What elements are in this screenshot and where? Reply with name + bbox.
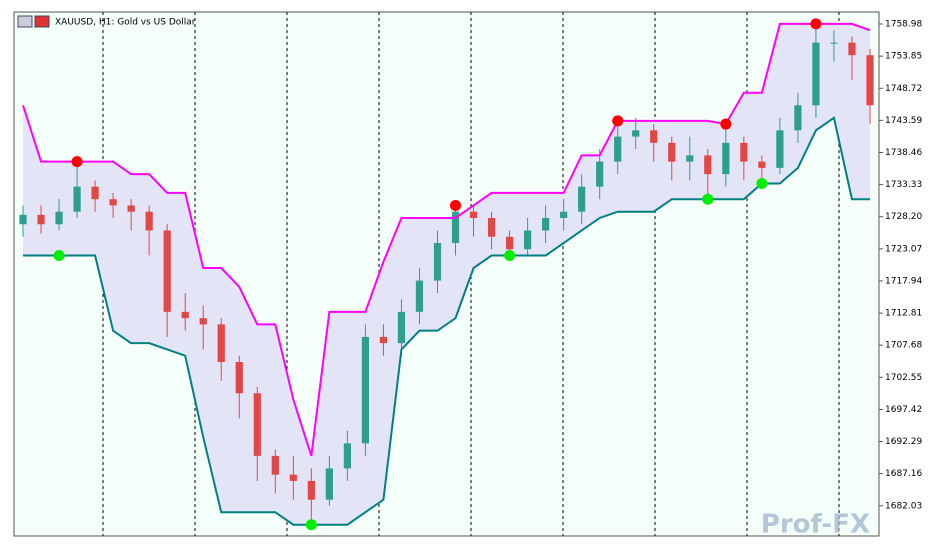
candle-body	[469, 211, 478, 218]
plot-layer	[19, 18, 874, 531]
y-tick-label: 1697.42	[885, 405, 922, 415]
candle-body	[866, 55, 874, 106]
y-tick-label: 1758.98	[885, 20, 922, 30]
candle-body	[91, 186, 99, 200]
candle-body	[704, 155, 712, 175]
candle-body	[109, 199, 117, 206]
candle-body	[19, 214, 27, 225]
low-marker	[756, 178, 768, 190]
candle-body	[289, 474, 297, 481]
y-tick-label: 1733.33	[885, 180, 922, 190]
channel-fill	[23, 23, 870, 525]
chart-title: XAUUSD, H1: Gold vs US Dollar	[55, 18, 196, 28]
y-tick-label: 1717.94	[885, 276, 922, 286]
candle-body	[758, 161, 766, 168]
low-marker	[504, 250, 516, 262]
candle-body	[686, 155, 694, 162]
y-tick-label: 1707.68	[885, 341, 922, 351]
watermark: Prof-FX	[761, 510, 870, 540]
candle-body	[812, 42, 820, 106]
candle-body	[217, 324, 225, 362]
high-marker	[612, 115, 624, 127]
y-tick-label: 1723.07	[885, 244, 922, 254]
y-tick-label: 1748.72	[885, 84, 922, 94]
candle-body	[794, 105, 802, 131]
low-marker	[702, 193, 714, 205]
candle-body	[37, 214, 45, 225]
candle-body	[668, 142, 676, 162]
candle-body	[199, 318, 207, 325]
icon	[34, 15, 50, 28]
candle-body	[379, 336, 388, 344]
y-tick-label: 1687.16	[885, 469, 922, 479]
candle-body	[650, 130, 658, 143]
candle-body	[145, 211, 153, 231]
candle-body	[632, 130, 640, 137]
candle-body	[181, 311, 189, 319]
candle-body	[361, 336, 370, 444]
y-tick-label: 1738.46	[885, 148, 922, 158]
candle-body	[542, 217, 550, 231]
candle-body	[722, 142, 730, 175]
low-marker	[53, 250, 65, 262]
candle-body	[163, 230, 171, 312]
candle-body	[740, 142, 748, 162]
candle-body	[325, 468, 333, 500]
candle-body	[776, 130, 784, 168]
y-tick-label: 1712.81	[885, 309, 922, 319]
y-tick-label: 1728.20	[885, 212, 922, 222]
y-tick-label: 1702.55	[885, 373, 922, 383]
candle-body	[307, 480, 315, 500]
candle-body	[596, 161, 604, 187]
candle-body	[415, 280, 424, 312]
candle-body	[235, 361, 243, 394]
candle-body	[487, 217, 496, 237]
candle-body	[271, 455, 279, 475]
lower-channel	[23, 116, 870, 526]
candle-body	[397, 311, 406, 344]
y-tick-label: 1753.85	[885, 52, 922, 62]
candle-body	[451, 211, 460, 244]
candle-body	[578, 186, 586, 212]
candle-body	[433, 243, 442, 281]
high-marker	[720, 118, 732, 130]
candle-body	[614, 136, 622, 162]
candle-body	[848, 42, 856, 56]
candle-body	[253, 393, 261, 456]
y-tick-label: 1692.29	[885, 437, 922, 447]
icon	[17, 15, 33, 28]
y-tick-label: 1743.59	[885, 116, 922, 126]
y-tick-label: 1682.03	[885, 501, 922, 511]
candle-body	[73, 186, 81, 212]
low-marker	[305, 519, 317, 531]
high-marker	[450, 199, 462, 211]
candle-body	[343, 443, 351, 469]
candle-body	[560, 211, 568, 218]
high-marker	[810, 18, 822, 30]
candle-body	[505, 236, 514, 250]
candle-body	[523, 230, 532, 250]
upper-channel	[22, 22, 871, 457]
high-marker	[71, 156, 83, 168]
candle-body	[127, 205, 135, 212]
candle-body	[830, 42, 838, 44]
candle-body	[55, 211, 63, 225]
